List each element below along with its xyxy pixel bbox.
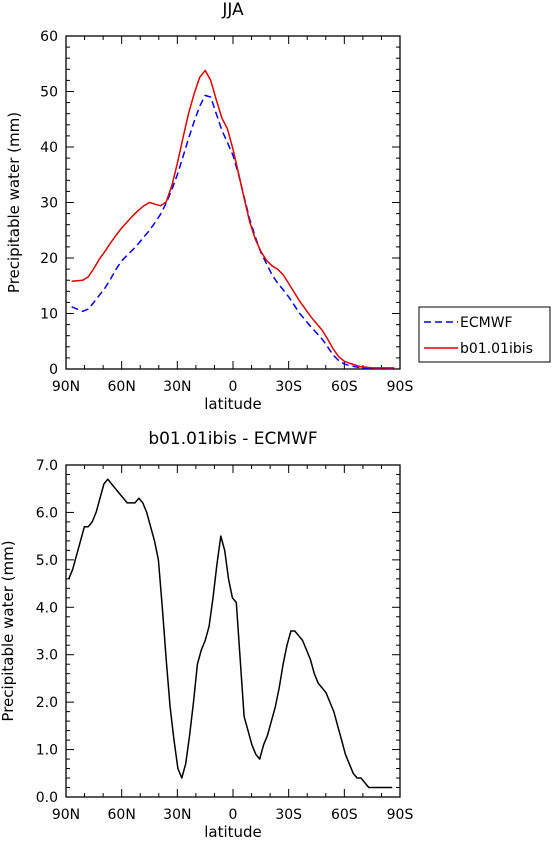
x-tick-label: 60N bbox=[108, 807, 136, 823]
y-tick-label: 0 bbox=[49, 362, 58, 378]
series-line-1 bbox=[71, 94, 395, 370]
y-tick-label: 3.0 bbox=[36, 648, 58, 664]
x-tick-label: 60S bbox=[331, 807, 358, 823]
y-tick-label: 4.0 bbox=[36, 600, 58, 616]
x-tick-label: 30N bbox=[163, 807, 191, 823]
x-tick-label: 60S bbox=[331, 379, 358, 395]
y-tick-label: 40 bbox=[40, 140, 58, 156]
plot-frame bbox=[65, 464, 401, 798]
x-tick-label: 90N bbox=[52, 807, 80, 823]
y-axis-label: Precipitable water (mm) bbox=[5, 112, 23, 293]
y-tick-label: 10 bbox=[40, 307, 58, 323]
x-tick-label: 30S bbox=[275, 379, 302, 395]
y-tick-label: 60 bbox=[40, 29, 58, 45]
x-tick-label: 60N bbox=[108, 379, 136, 395]
series-line-1 bbox=[68, 478, 393, 789]
y-tick-label: 6.0 bbox=[36, 505, 58, 521]
y-tick-label: 30 bbox=[40, 196, 58, 212]
x-axis-label: latitude bbox=[204, 395, 262, 413]
y-axis-label: Precipitable water (mm) bbox=[0, 540, 17, 721]
chart-1: 90N 60N 30N 0 30S 60S 90S 0 10 20 30 40 50 60 JJA latit… bbox=[5, 0, 551, 413]
y-tick-label: 2.0 bbox=[36, 695, 58, 711]
y-tick-label: 50 bbox=[40, 85, 58, 101]
plot-frame bbox=[65, 35, 401, 370]
y-tick-label: 7.0 bbox=[36, 458, 58, 474]
x-tick-label: 0 bbox=[229, 379, 238, 395]
chart-2: 90N 60N 30N 0 30S 60S 90S 0.0 1.0 2.0 3.0 4.0 5.0 6.0… bbox=[0, 429, 413, 841]
legend: ECMWF b01.01ibis bbox=[418, 306, 551, 363]
chart-title: b01.01ibis - ECMWF bbox=[148, 429, 317, 449]
x-tick-label: 90N bbox=[52, 379, 80, 395]
x-tick-label: 0 bbox=[229, 807, 238, 823]
x-tick-label: 30S bbox=[275, 807, 302, 823]
series-line-2 bbox=[71, 69, 395, 369]
y-tick-label: 20 bbox=[40, 251, 58, 267]
y-tick-label: 0.0 bbox=[36, 790, 58, 806]
x-axis-label: latitude bbox=[204, 823, 262, 841]
y-tick-label: 5.0 bbox=[36, 553, 58, 569]
y-tick-label: 1.0 bbox=[36, 743, 58, 759]
x-tick-label: 90S bbox=[387, 379, 414, 395]
legend-box bbox=[418, 306, 551, 363]
legend-label: ECMWF bbox=[460, 315, 513, 331]
legend-label: b01.01ibis bbox=[460, 341, 533, 357]
x-tick-label: 90S bbox=[387, 807, 414, 823]
chart-title: JJA bbox=[221, 0, 244, 20]
x-tick-label: 30N bbox=[163, 379, 191, 395]
